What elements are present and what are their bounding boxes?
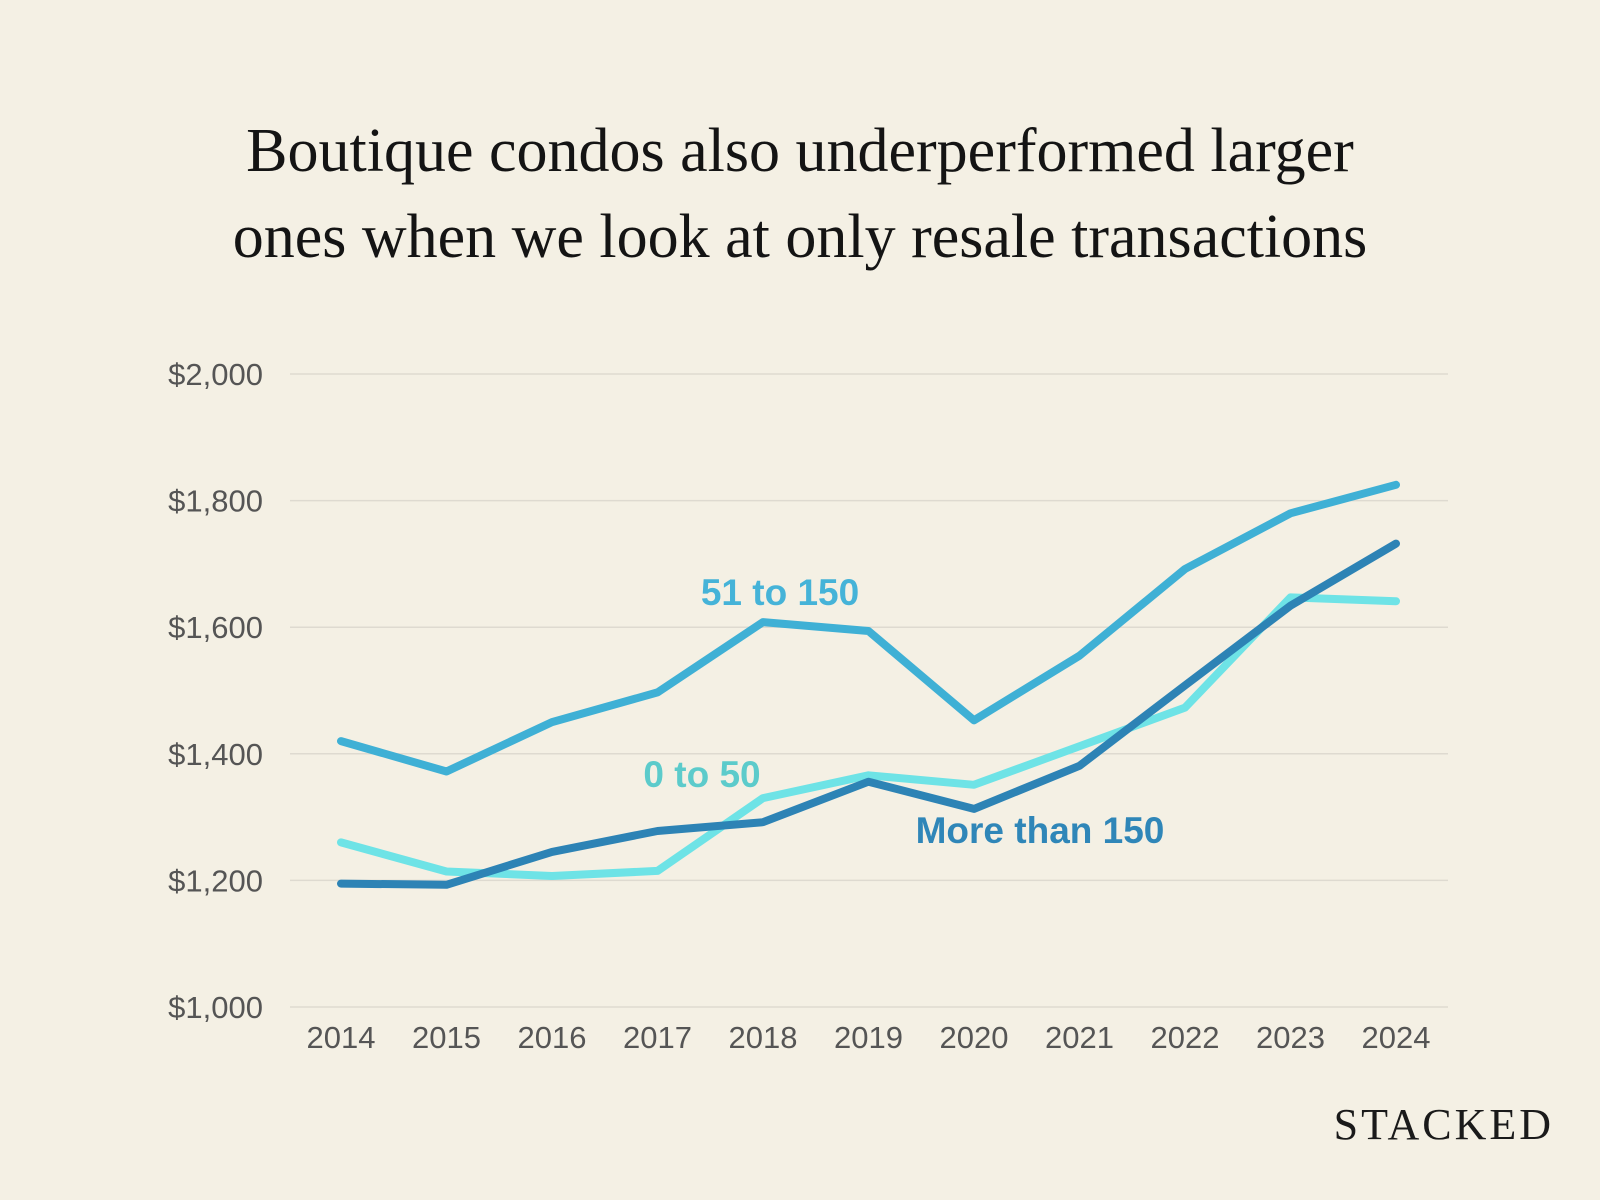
series-label: 51 to 150 [701, 572, 859, 613]
y-tick-label: $1,000 [168, 990, 263, 1025]
chart-title-line-2: ones when we look at only resale transac… [232, 203, 1368, 271]
x-tick-label: 2019 [834, 1020, 903, 1055]
x-tick-label: 2014 [307, 1020, 376, 1055]
y-tick-label: $1,800 [168, 484, 263, 519]
brand-logo: STACKED [1333, 1100, 1554, 1149]
series-label: More than 150 [916, 810, 1165, 851]
series-line-2 [337, 593, 1400, 880]
x-tick-label: 2017 [623, 1020, 692, 1055]
x-tick-label: 2018 [729, 1020, 798, 1055]
x-tick-label: 2015 [412, 1020, 481, 1055]
y-tick-label: $1,400 [168, 737, 263, 772]
x-tick-label: 2020 [940, 1020, 1009, 1055]
y-tick-label: $2,000 [168, 357, 263, 392]
x-tick-label: 2016 [518, 1020, 587, 1055]
chart-title: Boutique condos also underperformed larg… [0, 108, 1600, 280]
series-label: 0 to 50 [643, 754, 760, 795]
x-tick-label: 2021 [1045, 1020, 1114, 1055]
y-tick-label: $1,200 [168, 863, 263, 898]
chart-title-line-1: Boutique condos also underperformed larg… [246, 117, 1354, 185]
x-tick-label: 2023 [1256, 1020, 1325, 1055]
series-line-1 [337, 480, 1400, 776]
y-tick-label: $1,600 [168, 610, 263, 645]
x-tick-label: 2024 [1362, 1020, 1431, 1055]
series-line-3 [337, 539, 1400, 889]
x-tick-label: 2022 [1151, 1020, 1220, 1055]
